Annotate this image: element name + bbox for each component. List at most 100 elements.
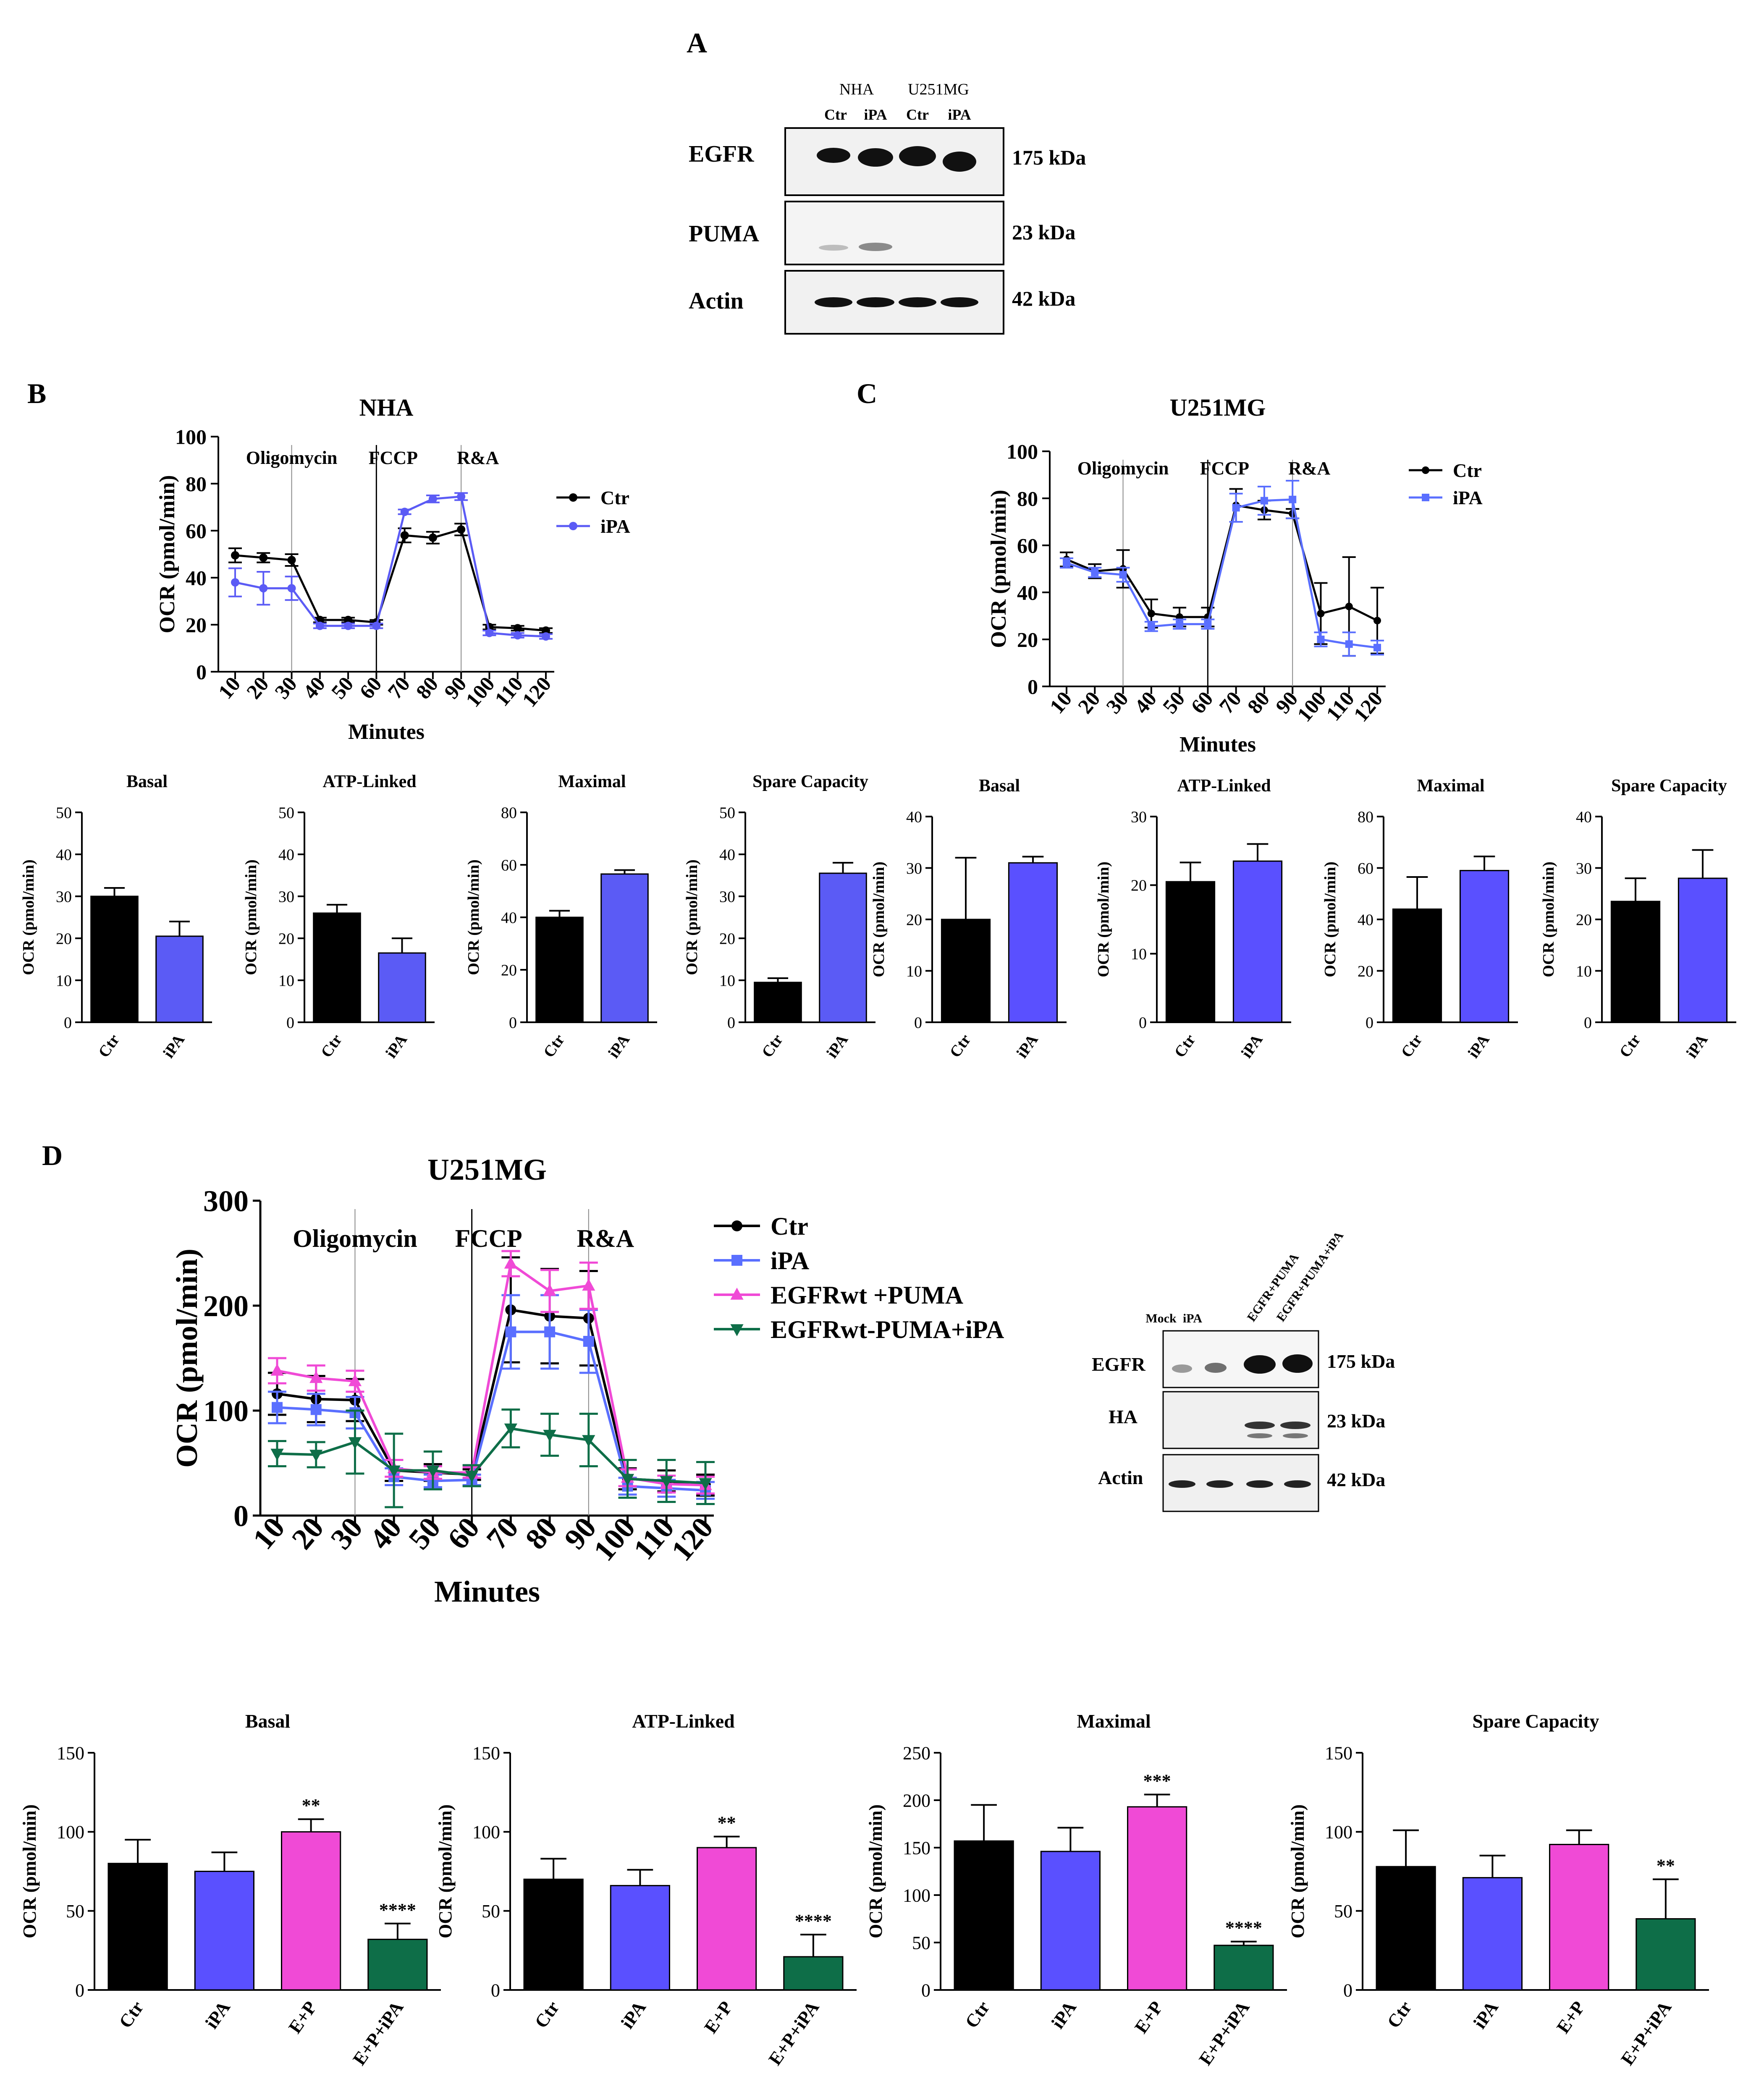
bar: [754, 982, 802, 1023]
chart-title: Maximal: [1077, 1710, 1151, 1732]
data-point: [1345, 640, 1353, 648]
injection-label: Oligomycin: [1077, 458, 1169, 479]
y-tick-label: 10: [1131, 945, 1147, 963]
bar: [1127, 1806, 1187, 1991]
blot-a-lane-label: Ctr: [906, 106, 929, 123]
legend-label: iPA: [771, 1247, 809, 1275]
y-tick-label: 100: [175, 425, 207, 449]
blot-d-lane-label: iPA: [1183, 1312, 1202, 1325]
y-tick-label: 60: [186, 519, 207, 543]
bar: [1008, 862, 1058, 1023]
blot-band: [817, 148, 850, 163]
y-tick-label: 0: [286, 1014, 294, 1032]
blot-band: [859, 243, 892, 251]
blot-a-group-nha: NHA: [839, 81, 874, 98]
legend-label: Ctr: [771, 1212, 808, 1240]
data-point: [504, 1257, 517, 1269]
data-point: [542, 632, 550, 641]
blot-band: [1282, 1354, 1313, 1373]
panel-letter-d: D: [42, 1139, 63, 1171]
y-axis-label: OCR (pmol/min): [865, 1804, 886, 1938]
bar: [107, 1863, 168, 1991]
blot-band: [858, 148, 893, 167]
data-point: [270, 1448, 284, 1461]
y-axis-label: OCR (pmol/min): [1321, 861, 1339, 977]
y-tick-label: 0: [727, 1014, 735, 1032]
x-axis-label: Minutes: [348, 720, 425, 744]
bar: [1232, 860, 1283, 1023]
significance-stars: ****: [1225, 1918, 1262, 1938]
blot-band: [899, 146, 936, 166]
data-point: [505, 1326, 516, 1338]
data-point: [513, 631, 522, 640]
western-blot-a: NHA U251MG Ctr iPA Ctr iPA EGFR 175 kDa …: [689, 81, 1086, 335]
y-tick-label: 0: [491, 1980, 500, 2000]
y-tick-label: 200: [903, 1790, 930, 1811]
blot-a-membrane-puma: [784, 201, 1004, 265]
legend-label: EGFRwt +PUMA: [771, 1281, 963, 1309]
y-tick-label: 50: [912, 1932, 930, 1953]
legend-marker: [730, 1288, 744, 1300]
injection-label: R&A: [577, 1225, 634, 1252]
y-axis-label: OCR (pmol/min): [465, 859, 482, 975]
data-point: [485, 628, 494, 637]
bar: [610, 1885, 670, 1991]
y-tick-label: 0: [509, 1014, 517, 1032]
injection-label: FCCP: [455, 1225, 522, 1252]
series-line: [277, 1427, 706, 1484]
injection-label: FCCP: [1200, 458, 1249, 479]
bar: [600, 873, 649, 1023]
legend-label: Ctr: [1453, 460, 1482, 481]
y-tick-label: 40: [56, 846, 72, 864]
blot-a-row-label-puma: PUMA: [689, 221, 760, 247]
blot-band: [1284, 1480, 1311, 1488]
y-tick-label: 50: [719, 804, 735, 822]
blot-d-kda-ha: 23 kDa: [1327, 1410, 1385, 1432]
chart-title: Basal: [126, 772, 168, 791]
bar: [1040, 1851, 1101, 1991]
data-point: [287, 556, 296, 564]
data-point: [1147, 623, 1155, 631]
significance-stars: **: [302, 1795, 320, 1816]
y-tick-label: 10: [1576, 963, 1592, 980]
y-tick-label: 40: [501, 909, 517, 927]
blot-band: [1244, 1355, 1276, 1374]
y-tick-label: 200: [203, 1289, 249, 1323]
data-point: [400, 531, 409, 540]
blot-band: [943, 152, 976, 172]
chart-title: Basal: [245, 1710, 290, 1732]
y-tick-label: 100: [903, 1885, 930, 1906]
data-point: [231, 551, 239, 560]
data-point: [543, 1284, 556, 1296]
bar: [1459, 870, 1510, 1023]
data-point: [309, 1450, 323, 1462]
data-point: [621, 1474, 634, 1486]
y-tick-label: 60: [501, 856, 517, 874]
bar: [90, 895, 139, 1023]
blot-band: [941, 297, 978, 307]
legend-marker: [569, 522, 577, 530]
x-axis-label: Minutes: [434, 1575, 540, 1608]
blot-d-row-label-ha: HA: [1109, 1406, 1138, 1427]
blot-d-kda-actin: 42 kDa: [1327, 1469, 1385, 1490]
data-point: [582, 1435, 595, 1447]
data-point: [1373, 617, 1381, 625]
blot-band: [1280, 1422, 1311, 1429]
injection-label: Oligomycin: [293, 1225, 417, 1252]
y-tick-label: 30: [278, 888, 294, 906]
x-axis-label: Minutes: [1179, 733, 1256, 757]
data-point: [1317, 610, 1325, 618]
y-tick-label: 50: [66, 1901, 84, 1922]
significance-stars: **: [718, 1813, 736, 1833]
injection-label: Oligomycin: [246, 448, 338, 468]
y-tick-label: 60: [1358, 860, 1373, 877]
data-point: [465, 1471, 479, 1483]
y-tick-label: 0: [1366, 1014, 1373, 1032]
chart-title: Spare Capacity: [752, 772, 868, 791]
y-tick-label: 10: [719, 972, 735, 990]
